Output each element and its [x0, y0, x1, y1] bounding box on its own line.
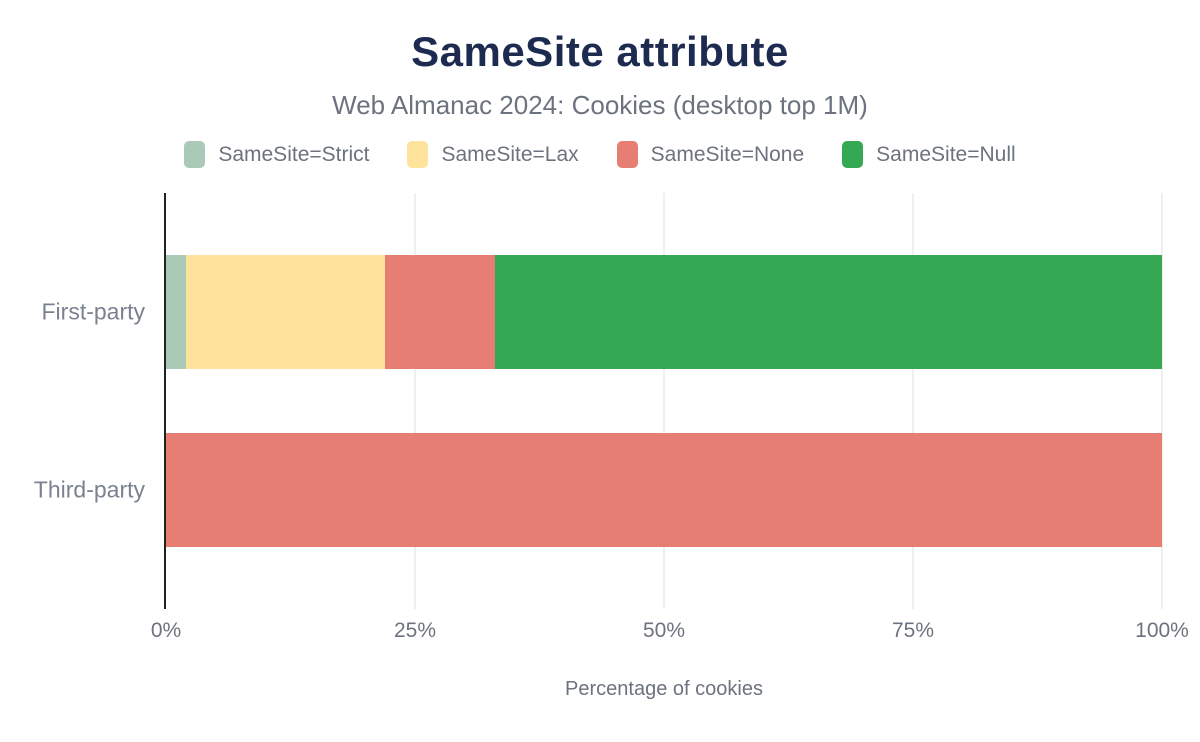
x-tick-label: 50%: [642, 619, 686, 642]
x-tick-label: 25%: [393, 619, 437, 642]
bar-segment: [166, 255, 186, 369]
x-tick-label: 100%: [1135, 619, 1189, 642]
bar-segment: [385, 255, 495, 369]
legend-item: SameSite=None: [616, 141, 805, 168]
category-label: First-party: [41, 298, 146, 325]
chart-title: SameSite attribute: [411, 28, 789, 75]
legend-label: SameSite=Null: [876, 142, 1016, 166]
bar-segment: [494, 255, 1162, 369]
y-axis-line: [164, 193, 166, 609]
legend-swatch-icon: [842, 141, 864, 168]
legend-label: SameSite=None: [650, 142, 805, 166]
legend-item: SameSite=Null: [842, 141, 1016, 168]
gridline: [414, 193, 416, 609]
category-label: Third-party: [33, 476, 145, 503]
plot-area: [164, 193, 1163, 609]
legend-item: SameSite=Strict: [184, 141, 369, 168]
gridline: [912, 193, 914, 609]
gridline: [1161, 193, 1163, 609]
bar-first-party: [166, 255, 1162, 369]
legend-item: SameSite=Lax: [407, 141, 579, 168]
x-tick-label: 0%: [150, 619, 182, 642]
legend-swatch-icon: [616, 141, 638, 168]
legend-label: SameSite=Lax: [441, 142, 579, 166]
chart-subtitle: Web Almanac 2024: Cookies (desktop top 1…: [332, 90, 868, 120]
legend-label: SameSite=Strict: [218, 142, 370, 166]
bar-segment: [166, 433, 1162, 547]
gridline: [663, 193, 665, 609]
legend-swatch-icon: [407, 141, 429, 168]
bar-third-party: [166, 433, 1162, 547]
x-axis-title: Percentage of cookies: [565, 678, 763, 700]
x-tick-label: 75%: [891, 619, 935, 642]
chart-legend: SameSite=Strict SameSite=Lax SameSite=None…: [0, 141, 1200, 168]
bar-segment: [185, 255, 386, 369]
legend-swatch-icon: [184, 141, 206, 168]
